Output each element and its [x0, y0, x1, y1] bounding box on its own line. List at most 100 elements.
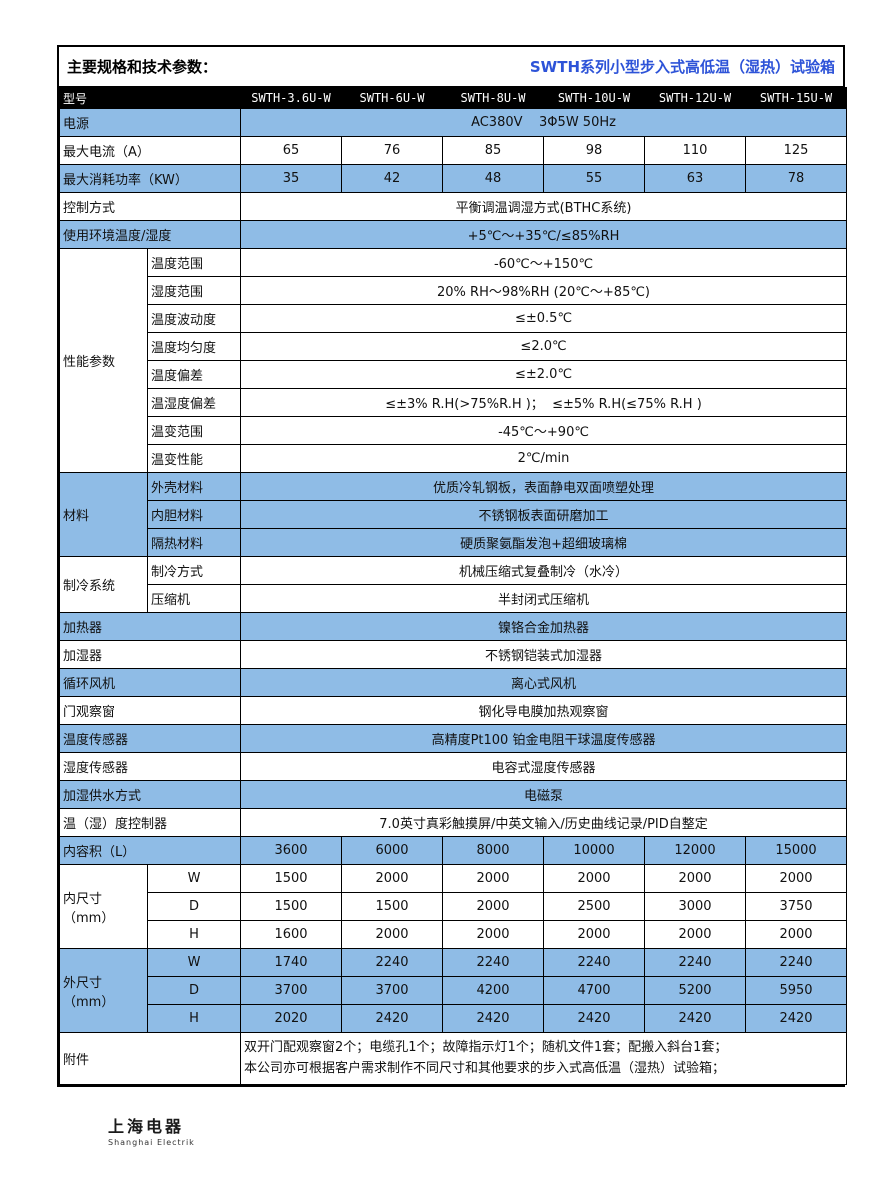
model-header: SWTH-6U-W — [341, 87, 444, 109]
table-row: 内胆材料 不锈钢板表面研磨加工 — [60, 500, 848, 529]
table-row: 制冷系统 制冷方式 机械压缩式复叠制冷（水冷） — [59, 556, 848, 613]
cell-value: 5200 — [644, 976, 747, 1005]
cell-value: 2240 — [745, 948, 848, 977]
cell-value: 电磁泵 — [240, 780, 848, 809]
table-row: 加湿供水方式 电磁泵 — [58, 780, 848, 809]
cell-value: AC380V 3Φ5W 50Hz — [240, 108, 848, 137]
model-header: SWTH-15U-W — [745, 87, 848, 109]
table-row: 加热器 镍铬合金加热器 — [58, 612, 848, 641]
cell-value: ≤±0.5℃ — [240, 304, 848, 333]
cell-value: 78 — [745, 164, 848, 193]
cell-value: 镍铬合金加热器 — [240, 612, 848, 641]
cell-value: 4700 — [543, 976, 646, 1005]
cell-value: 2000 — [442, 892, 545, 921]
cell-value: 3600 — [240, 836, 343, 865]
cell-value: 12000 — [644, 836, 747, 865]
cell-value: 2000 — [644, 864, 747, 893]
cell-value: 离心式风机 — [240, 668, 848, 697]
cell-value: 42 — [341, 164, 444, 193]
row-label: 最大消耗功率（KW） — [58, 164, 242, 193]
table-row: 性能参数 温度范围 -60℃～+150℃ — [59, 248, 848, 473]
sheet-title-row: 主要规格和技术参数： SWTH系列小型步入式高低温（湿热）试验箱 — [59, 47, 843, 87]
table-row: 电源 AC380V 3Φ5W 50Hz — [58, 108, 848, 137]
page-title: 主要规格和技术参数： — [67, 58, 218, 76]
table-row: 温（湿）度控制器 7.0英寸真彩触摸屏/中英文输入/历史曲线记录/PID自整定 — [58, 808, 848, 837]
row-sublabel: H — [146, 1004, 242, 1033]
table-row: 加湿器 不锈钢铠装式加湿器 — [58, 640, 848, 669]
table-row: 最大消耗功率（KW） 35 42 48 55 63 78 — [58, 164, 848, 193]
row-sublabel: 温变范围 — [146, 416, 242, 445]
cell-value: ≤2.0℃ — [240, 332, 848, 361]
cell-value: 3700 — [240, 976, 343, 1005]
cell-value: 平衡调温调湿方式(BTHC系统) — [240, 192, 848, 221]
accessories-line: 本公司亦可根据客户需求制作不同尺寸和其他要求的步入式高低温（湿热）试验箱； — [244, 1060, 726, 1076]
cell-value: +5℃～+35℃/≤85%RH — [240, 220, 848, 249]
table-row: 内尺寸（mm） W 1500 2000 2000 2000 2000 2000 — [59, 864, 848, 949]
cell-value: 钢化导电膜加热观察窗 — [240, 696, 848, 725]
cell-value: 不锈钢板表面研磨加工 — [240, 500, 848, 529]
cell-value: 48 — [442, 164, 545, 193]
table-row: 型号 SWTH-3.6U-W SWTH-6U-W SWTH-8U-W SWTH-10U-… — [58, 87, 848, 109]
table-row: 材料 外壳材料 优质冷轧钢板，表面静电双面喷塑处理 — [59, 472, 848, 557]
table-row: 附件 双开门配观察窗2个；电缆孔1个；故障指示灯1个；随机文件1套；配搬入斜台1套… — [58, 1032, 848, 1085]
cell-value: 2℃/min — [240, 444, 848, 473]
table-row: 控制方式 平衡调温调湿方式(BTHC系统) — [58, 192, 848, 221]
table-row: 温度均匀度 ≤2.0℃ — [60, 332, 848, 361]
row-sublabel: 温湿度偏差 — [146, 388, 242, 417]
cell-value: 2420 — [341, 1004, 444, 1033]
cell-value: 不锈钢铠装式加湿器 — [240, 640, 848, 669]
cell-value: 8000 — [442, 836, 545, 865]
company-logo: 上海电器 Shanghai Electrik — [108, 1113, 268, 1147]
row-label: 温度传感器 — [58, 724, 242, 753]
row-label: 内容积（L） — [58, 836, 242, 865]
table-row: 温湿度偏差 ≤±3% R.H(>75%R.H )； ≤±5% R.H(≤75% R… — [60, 388, 848, 417]
table-row: 最大电流（A） 65 76 85 98 110 125 — [58, 136, 848, 165]
cell-value: 2000 — [745, 864, 848, 893]
cell-value: 2000 — [442, 920, 545, 949]
cell-value: 优质冷轧钢板，表面静电双面喷塑处理 — [240, 472, 848, 501]
row-label: 门观察窗 — [58, 696, 242, 725]
spec-table: 型号 SWTH-3.6U-W SWTH-6U-W SWTH-8U-W SWTH-10U-… — [58, 87, 848, 1085]
cell-value: 65 — [240, 136, 343, 165]
table-row: 门观察窗 钢化导电膜加热观察窗 — [58, 696, 848, 725]
cell-value: 电容式湿度传感器 — [240, 752, 848, 781]
cell-value: 4200 — [442, 976, 545, 1005]
cell-value: 110 — [644, 136, 747, 165]
cell-value: 1500 — [240, 864, 343, 893]
row-sublabel: H — [146, 920, 242, 949]
row-label: 电源 — [58, 108, 242, 137]
table-row: 湿度范围 20% RH～98%RH (20℃～+85℃) — [60, 276, 848, 305]
group-label: 外尺寸（mm） — [59, 948, 148, 1033]
series-title: SWTH系列小型步入式高低温（湿热）试验箱 — [529, 58, 835, 76]
row-sublabel: D — [146, 892, 242, 921]
cell-value: 125 — [745, 136, 848, 165]
cell-value: 3000 — [644, 892, 747, 921]
cell-value: 2500 — [543, 892, 646, 921]
cell-value: 5950 — [745, 976, 848, 1005]
table-row: 内容积（L） 3600 6000 8000 10000 12000 15000 — [58, 836, 848, 865]
cell-value: 3750 — [745, 892, 848, 921]
cell-value: 1500 — [240, 892, 343, 921]
cell-value: 98 — [543, 136, 646, 165]
cell-value: 2420 — [644, 1004, 747, 1033]
cell-value: 2420 — [442, 1004, 545, 1033]
cell-value: 3700 — [341, 976, 444, 1005]
table-row: 隔热材料 硬质聚氨酯发泡+超细玻璃棉 — [60, 528, 848, 557]
table-row: 温度传感器 高精度Pt100 铂金电阻干球温度传感器 — [58, 724, 848, 753]
cell-value: 2000 — [543, 864, 646, 893]
cell-value: 2000 — [341, 864, 444, 893]
cell-value: 7.0英寸真彩触摸屏/中英文输入/历史曲线记录/PID自整定 — [240, 808, 848, 837]
table-row: 外尺寸（mm） W 1740 2240 2240 2240 2240 2240 — [59, 948, 848, 1033]
row-sublabel: 温变性能 — [146, 444, 242, 473]
cell-value: 2000 — [745, 920, 848, 949]
cell-value: 2000 — [442, 864, 545, 893]
row-label: 循环风机 — [58, 668, 242, 697]
table-row: 压缩机 半封闭式压缩机 — [60, 584, 848, 613]
cell-value: ≤±2.0℃ — [240, 360, 848, 389]
cell-value: 半封闭式压缩机 — [240, 584, 848, 613]
cell-value: 1500 — [341, 892, 444, 921]
model-header: SWTH-12U-W — [644, 87, 747, 109]
cell-value: 1600 — [240, 920, 343, 949]
row-sublabel: 温度偏差 — [146, 360, 242, 389]
row-label: 加湿器 — [58, 640, 242, 669]
